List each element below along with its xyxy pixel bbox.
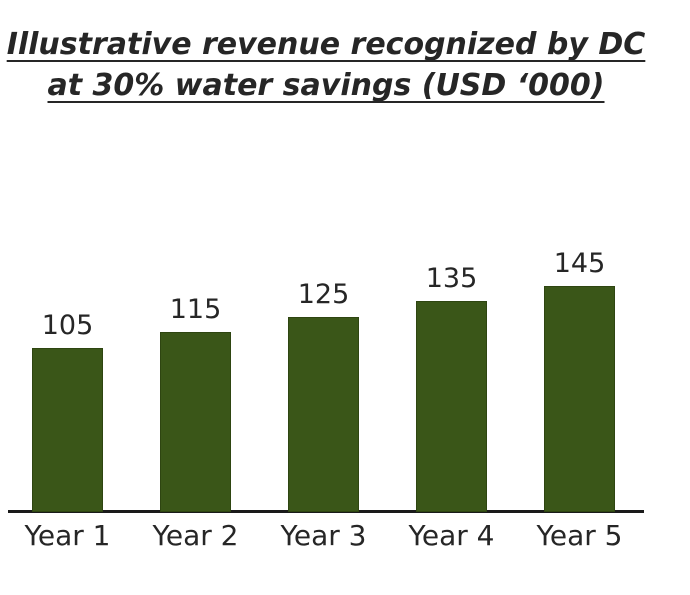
bar-value-label: 145 — [553, 248, 606, 279]
chart-title-line-1: Illustrative revenue recognized by DC — [6, 27, 646, 62]
x-axis-label: Year 1 — [24, 519, 111, 552]
x-axis-label: Year 2 — [152, 519, 239, 552]
bar-value-label: 135 — [425, 263, 478, 294]
bar-year-3 — [288, 317, 359, 512]
chart-title-line-2: at 30% water savings (USD ‘000) — [47, 68, 605, 103]
x-axis-label: Year 4 — [408, 519, 495, 552]
x-axis-label: Year 3 — [280, 519, 367, 552]
bar-value-label: 105 — [41, 310, 94, 341]
bar-value-label: 115 — [169, 294, 222, 325]
bar-value-label: 125 — [297, 279, 350, 310]
bar-year-1 — [32, 348, 103, 512]
bar-year-2 — [160, 332, 231, 512]
chart-title: Illustrative revenue recognized by DC at… — [0, 24, 652, 106]
x-axis-label: Year 5 — [536, 519, 623, 552]
bar-year-5 — [544, 286, 615, 512]
bar-year-4 — [416, 301, 487, 512]
